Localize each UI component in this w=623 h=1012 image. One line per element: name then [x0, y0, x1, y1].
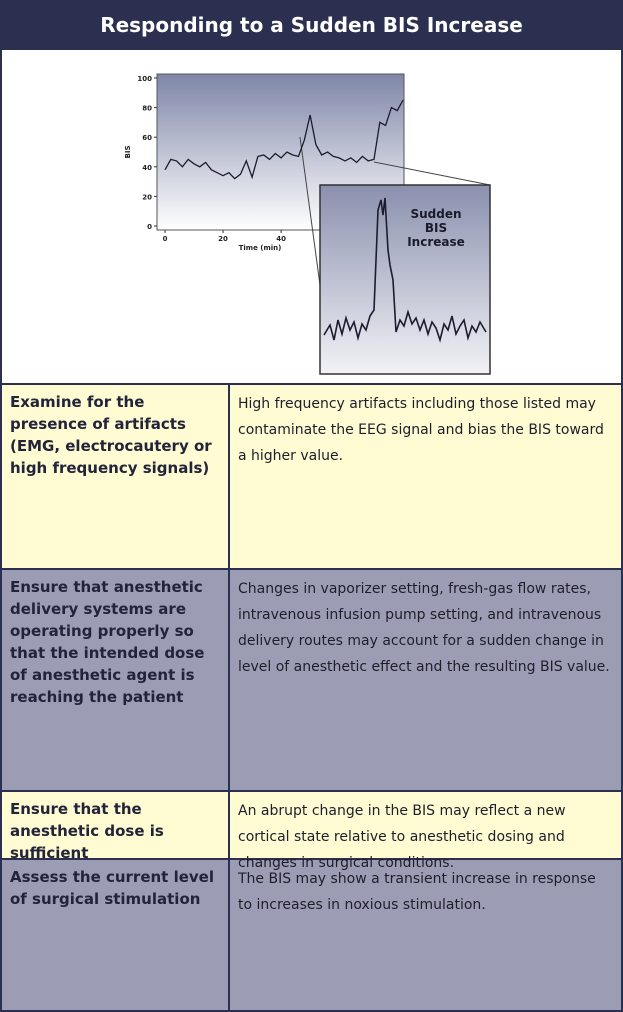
y-tick-label: 0 [147, 223, 152, 231]
description-cell: High frequency artifacts including those… [238, 396, 604, 464]
action-cell: Ensure that anesthetic delivery systems … [2, 570, 230, 790]
x-tick-label: 40 [276, 235, 286, 243]
y-tick-label: 20 [142, 193, 152, 201]
header-title: Responding to a Sudden BIS Increase [2, 2, 621, 50]
y-tick-label: 100 [137, 75, 152, 83]
action-cell: Examine for the presence of artifacts (E… [2, 385, 230, 568]
action-cell: Ensure that the anesthetic dose is suffi… [2, 792, 230, 862]
x-tick-label: 0 [163, 235, 168, 243]
table-row: Ensure that anesthetic delivery systems … [2, 570, 621, 792]
y-tick-label: 40 [142, 164, 152, 172]
x-tick-label: 20 [218, 235, 228, 243]
inset-trace [323, 197, 487, 343]
description-cell: The BIS may show a transient increase in… [238, 871, 596, 913]
bis-trace [164, 99, 404, 180]
x-axis-label: Time (min) [239, 244, 282, 252]
table-row: Examine for the presence of artifacts (E… [2, 385, 621, 570]
table-row: Ensure that the anesthetic dose is suffi… [2, 792, 621, 871]
description-cell: An abrupt change in the BIS may reflect … [238, 803, 566, 871]
figure: 0 20 40 60 80 100 0 20 40 Time (min) BIS Sudden BI… [2, 50, 621, 385]
action-cell: Assess the current level of surgical sti… [2, 860, 230, 1010]
zoom-line [373, 161, 491, 186]
y-tick-label: 80 [142, 105, 152, 113]
inset-label: Sudden BIS Increase [407, 207, 465, 249]
table-row: Assess the current level of surgical sti… [2, 860, 621, 1010]
table: Examine for the presence of artifacts (E… [2, 385, 621, 1010]
y-tick-label: 60 [142, 134, 152, 142]
inset-box [319, 184, 491, 375]
y-axis-label: BIS [124, 146, 132, 159]
description-cell: Changes in vaporizer setting, fresh-gas … [238, 581, 610, 675]
